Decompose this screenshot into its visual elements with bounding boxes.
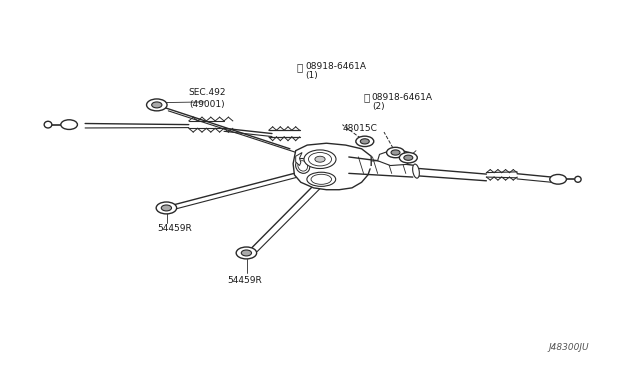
Text: 54459R: 54459R	[157, 224, 191, 233]
Circle shape	[399, 153, 417, 163]
Circle shape	[550, 174, 566, 184]
Polygon shape	[296, 153, 302, 166]
Ellipse shape	[413, 164, 419, 178]
Text: Ⓝ: Ⓝ	[364, 93, 370, 102]
Text: (2): (2)	[372, 102, 385, 110]
Circle shape	[391, 150, 400, 155]
Ellipse shape	[44, 121, 52, 128]
Circle shape	[387, 147, 404, 158]
Circle shape	[61, 120, 77, 129]
Text: SEC.492
(49001): SEC.492 (49001)	[189, 88, 227, 109]
Circle shape	[236, 247, 257, 259]
Polygon shape	[378, 149, 413, 166]
Circle shape	[315, 156, 325, 162]
Text: (1): (1)	[305, 71, 318, 80]
Circle shape	[152, 102, 162, 108]
Circle shape	[356, 136, 374, 147]
Text: Ⓝ: Ⓝ	[297, 62, 303, 72]
Text: 54459R: 54459R	[227, 276, 262, 285]
Circle shape	[360, 139, 369, 144]
Circle shape	[304, 150, 336, 169]
Polygon shape	[293, 143, 371, 190]
Circle shape	[404, 155, 413, 160]
Circle shape	[161, 205, 172, 211]
Circle shape	[147, 99, 167, 111]
Ellipse shape	[296, 158, 310, 173]
Text: 08918-6461A: 08918-6461A	[372, 93, 433, 102]
Text: 08918-6461A: 08918-6461A	[305, 62, 366, 71]
Ellipse shape	[575, 176, 581, 182]
Circle shape	[156, 202, 177, 214]
Text: J48300JU: J48300JU	[548, 343, 589, 352]
Ellipse shape	[307, 172, 335, 186]
Text: 48015C: 48015C	[342, 124, 377, 133]
Circle shape	[241, 250, 252, 256]
